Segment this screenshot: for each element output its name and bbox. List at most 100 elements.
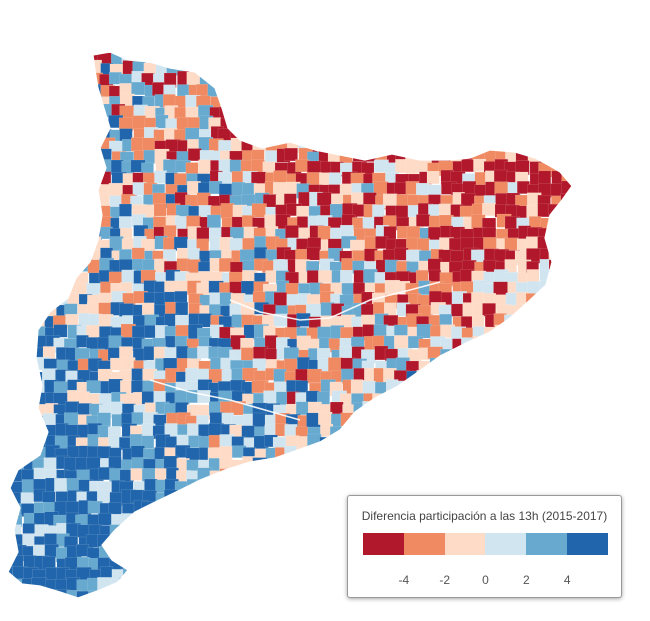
municipality-cell[interactable] — [473, 139, 488, 154]
municipality-cell[interactable] — [198, 566, 213, 583]
municipality-cell[interactable] — [516, 60, 530, 73]
municipality-cell[interactable] — [185, 558, 199, 574]
municipality-cell[interactable] — [584, 306, 598, 319]
municipality-cell[interactable] — [274, 566, 288, 582]
municipality-cell[interactable] — [582, 217, 596, 230]
municipality-cell[interactable] — [309, 84, 323, 100]
municipality-cell[interactable] — [207, 50, 220, 63]
municipality-cell[interactable] — [525, 437, 539, 453]
municipality-cell[interactable] — [415, 115, 430, 130]
municipality-cell[interactable] — [10, 270, 26, 286]
municipality-cell[interactable] — [20, 227, 35, 243]
municipality-cell[interactable] — [494, 73, 509, 87]
municipality-cell[interactable] — [0, 502, 15, 518]
municipality-cell[interactable] — [43, 192, 58, 206]
municipality-cell[interactable] — [44, 71, 59, 87]
municipality-cell[interactable] — [495, 468, 509, 483]
municipality-cell[interactable] — [396, 391, 412, 404]
municipality-cell[interactable] — [428, 62, 442, 77]
municipality-cell[interactable] — [353, 137, 368, 151]
municipality-cell[interactable] — [570, 423, 586, 439]
municipality-cell[interactable] — [318, 49, 333, 64]
municipality-cell[interactable] — [64, 184, 79, 198]
municipality-cell[interactable] — [559, 118, 574, 133]
municipality-cell[interactable] — [100, 38, 114, 50]
municipality-cell[interactable] — [473, 370, 487, 386]
municipality-cell[interactable] — [571, 85, 585, 99]
municipality-cell[interactable] — [570, 360, 585, 374]
municipality-cell[interactable] — [221, 38, 236, 50]
municipality-cell[interactable] — [231, 467, 247, 482]
municipality-cell[interactable] — [374, 116, 389, 130]
municipality-cell[interactable] — [254, 74, 269, 87]
municipality-cell[interactable] — [331, 50, 346, 63]
municipality-cell[interactable] — [276, 73, 290, 89]
municipality-cell[interactable] — [45, 150, 61, 167]
municipality-cell[interactable] — [485, 62, 498, 76]
municipality-cell[interactable] — [538, 105, 554, 121]
municipality-cell[interactable] — [471, 448, 485, 463]
municipality-cell[interactable] — [584, 380, 597, 394]
municipality-cell[interactable] — [548, 446, 562, 461]
municipality-cell[interactable] — [10, 371, 24, 386]
municipality-cell[interactable] — [307, 368, 322, 384]
municipality-cell[interactable] — [460, 95, 475, 111]
municipality-cell[interactable] — [538, 126, 553, 142]
municipality-cell[interactable] — [142, 39, 158, 53]
municipality-cell[interactable] — [473, 117, 489, 133]
municipality-cell[interactable] — [143, 590, 158, 605]
municipality-cell[interactable] — [451, 139, 465, 154]
municipality-cell[interactable] — [286, 546, 301, 562]
municipality-cell[interactable] — [450, 445, 464, 459]
municipality-cell[interactable] — [155, 41, 170, 53]
municipality-cell[interactable] — [55, 149, 71, 164]
municipality-cell[interactable] — [53, 62, 69, 76]
municipality-cell[interactable] — [318, 445, 332, 461]
municipality-cell[interactable] — [210, 533, 224, 549]
municipality-cell[interactable] — [451, 117, 464, 132]
municipality-cell[interactable] — [12, 280, 28, 294]
municipality-cell[interactable] — [495, 335, 510, 349]
municipality-cell[interactable] — [287, 456, 302, 471]
municipality-cell[interactable] — [549, 126, 563, 141]
municipality-cell[interactable] — [495, 479, 509, 494]
municipality-cell[interactable] — [460, 457, 474, 472]
municipality-cell[interactable] — [253, 41, 269, 57]
municipality-cell[interactable] — [52, 250, 66, 264]
municipality-cell[interactable] — [450, 600, 465, 615]
municipality-cell[interactable] — [516, 402, 530, 416]
municipality-cell[interactable] — [504, 337, 519, 353]
municipality-cell[interactable] — [572, 402, 584, 415]
municipality-cell[interactable] — [471, 426, 485, 441]
municipality-cell[interactable] — [220, 203, 235, 218]
municipality-cell[interactable] — [549, 94, 564, 109]
municipality-cell[interactable] — [463, 51, 478, 65]
municipality-cell[interactable] — [152, 82, 165, 96]
municipality-cell[interactable] — [450, 415, 465, 430]
municipality-cell[interactable] — [287, 128, 300, 143]
municipality-cell[interactable] — [438, 425, 453, 440]
municipality-cell[interactable] — [320, 41, 335, 56]
municipality-cell[interactable] — [56, 202, 70, 217]
municipality-cell[interactable] — [450, 458, 464, 474]
municipality-cell[interactable] — [9, 42, 24, 57]
municipality-cell[interactable] — [538, 291, 553, 305]
municipality-cell[interactable] — [561, 247, 575, 263]
municipality-cell[interactable] — [317, 591, 330, 606]
municipality-cell[interactable] — [0, 204, 14, 219]
municipality-cell[interactable] — [330, 457, 345, 474]
municipality-cell[interactable] — [549, 414, 565, 429]
municipality-cell[interactable] — [31, 380, 45, 395]
municipality-cell[interactable] — [9, 379, 23, 393]
municipality-cell[interactable] — [53, 71, 68, 85]
municipality-cell[interactable] — [174, 49, 189, 63]
municipality-cell[interactable] — [177, 39, 192, 54]
municipality-cell[interactable] — [0, 423, 13, 439]
municipality-cell[interactable] — [252, 554, 268, 570]
municipality-cell[interactable] — [2, 413, 17, 427]
municipality-cell[interactable] — [1, 83, 15, 99]
municipality-cell[interactable] — [561, 85, 575, 99]
municipality-cell[interactable] — [31, 423, 45, 437]
municipality-cell[interactable] — [506, 62, 522, 77]
